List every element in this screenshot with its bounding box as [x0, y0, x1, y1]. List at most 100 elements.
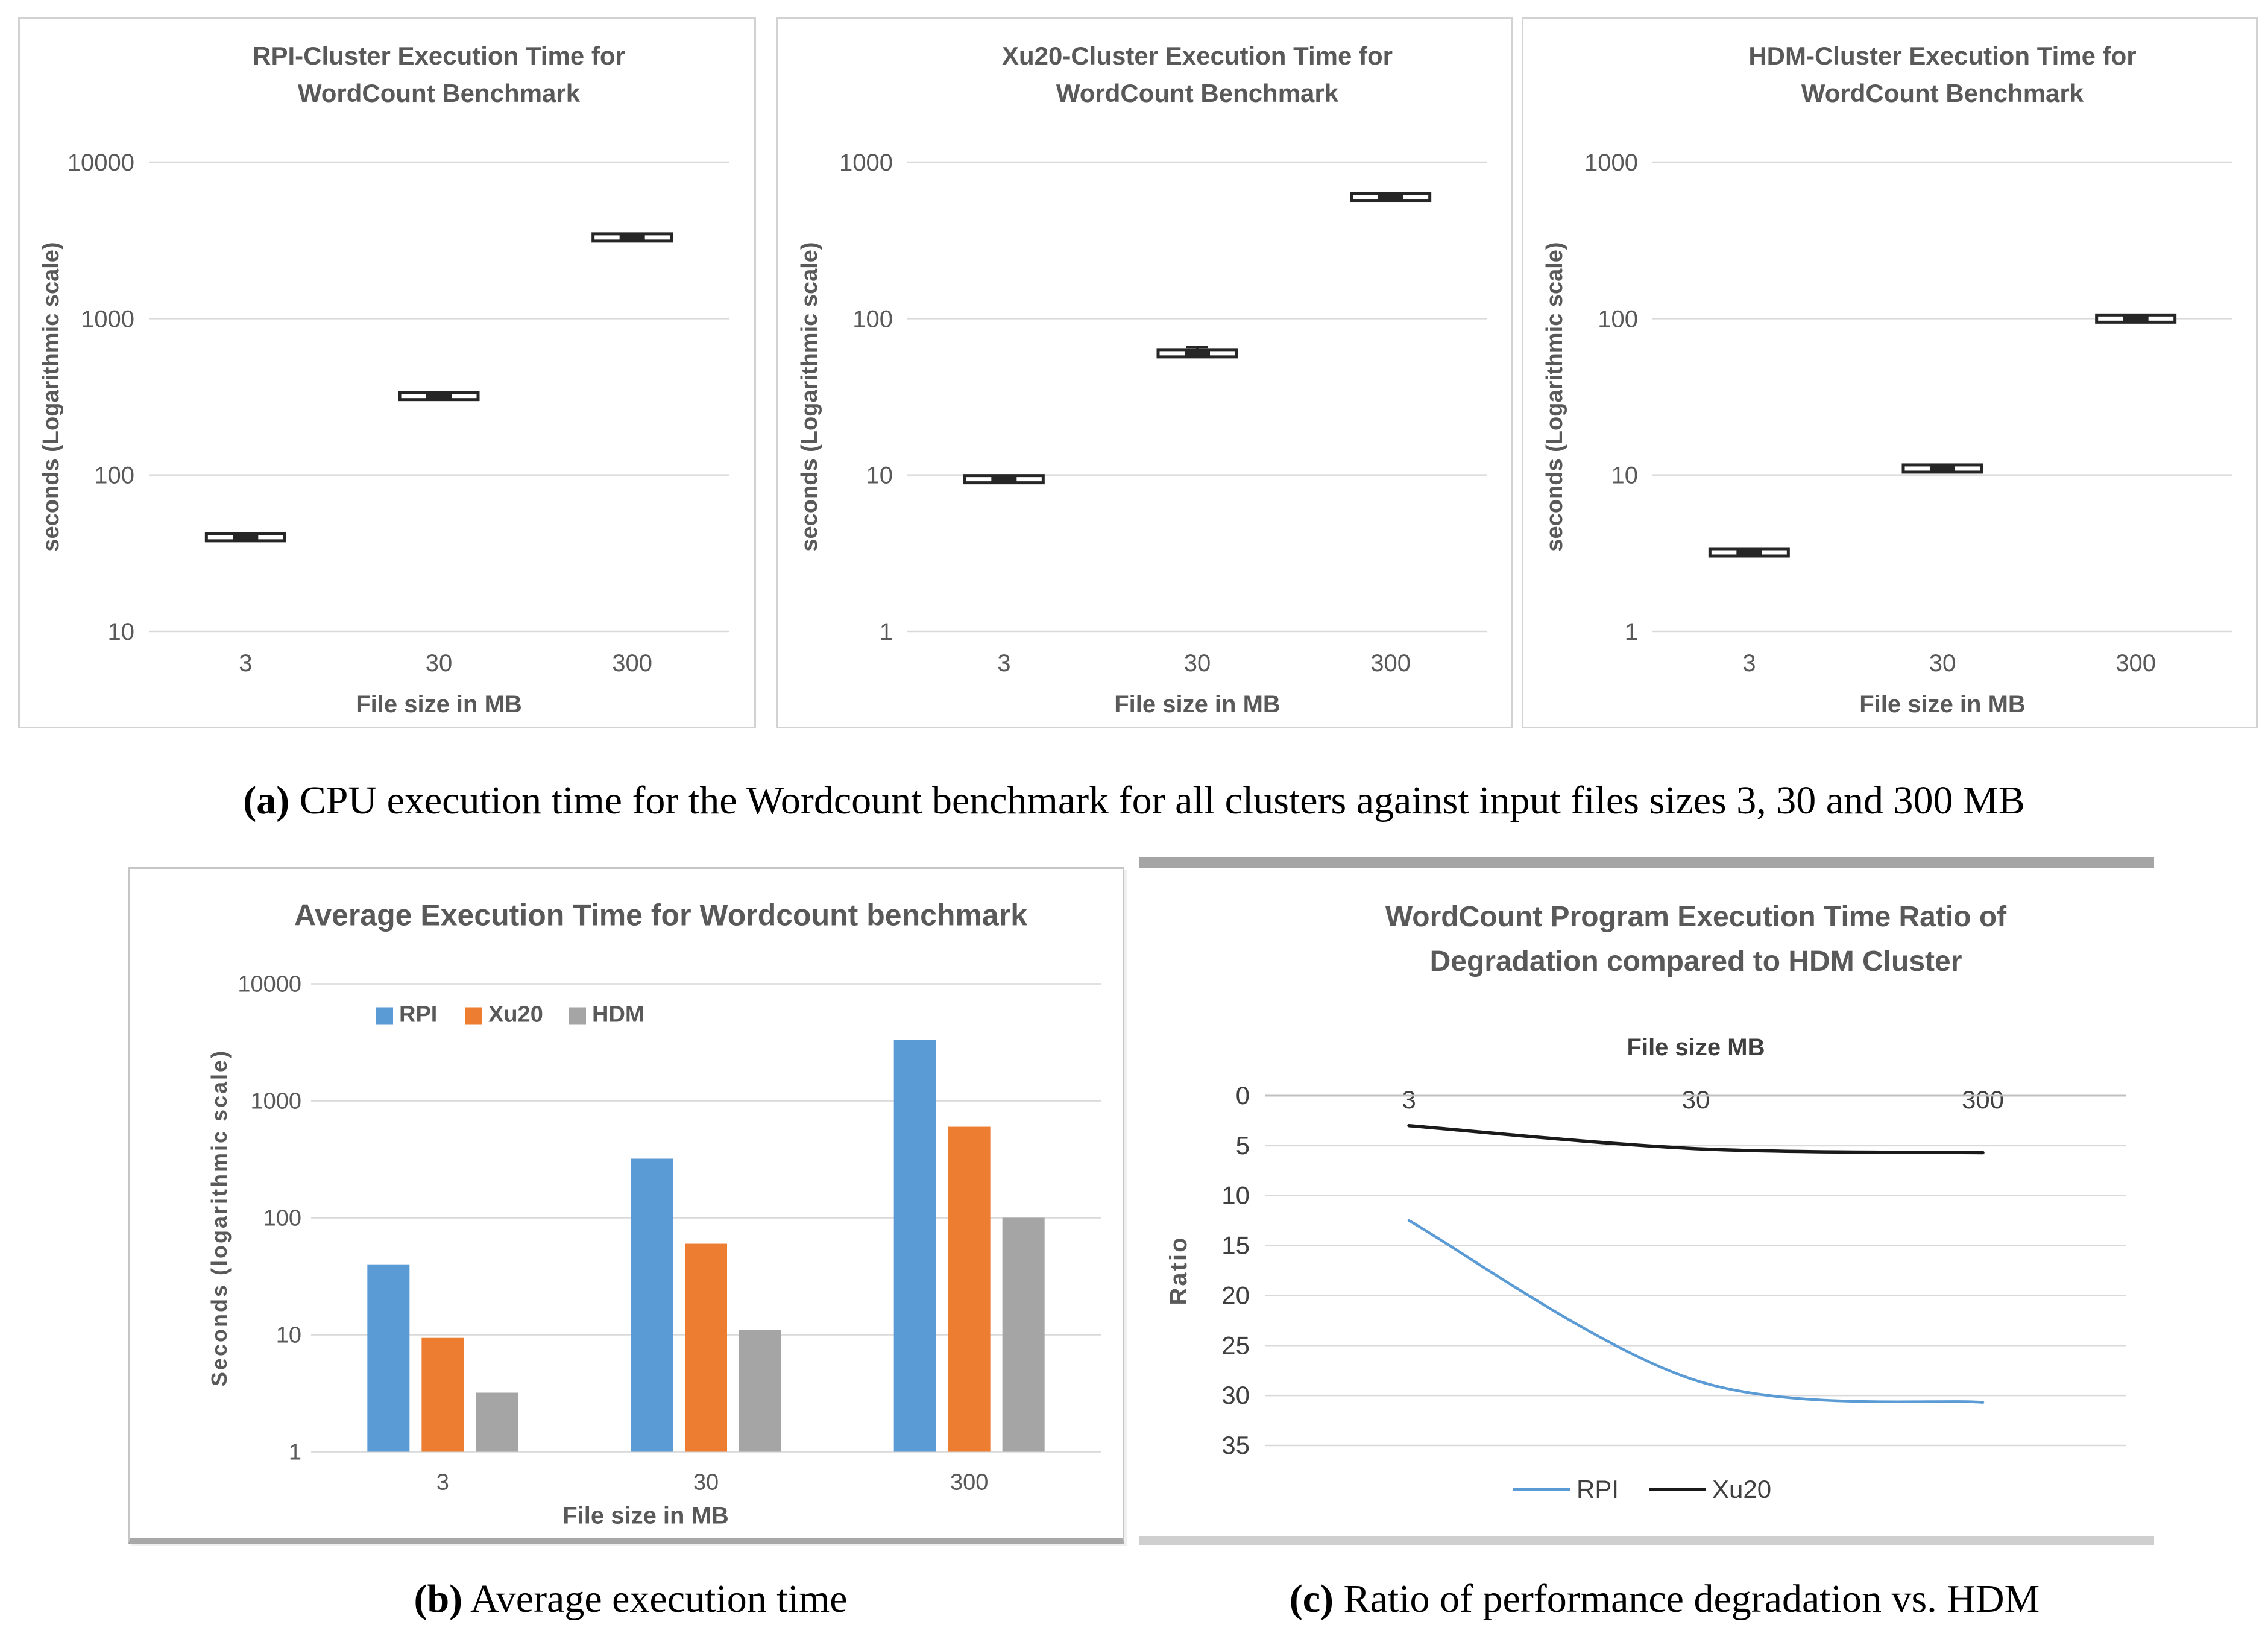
degradation-ratio-legend-label-RPI: RPI: [1577, 1475, 1619, 1503]
average-exec-time-ytick-label: 10000: [238, 972, 301, 997]
panel-hdm-cluster-chart: HDM-Cluster Execution Time for WordCount …: [1522, 17, 2258, 728]
xu20-exec-time-xtick-label: 3: [997, 650, 1010, 677]
caption-b: (b) Average execution time: [414, 1576, 847, 1622]
degradation-ratio-series-Xu20: [1407, 1123, 1985, 1155]
average-exec-time-xtick-label: 30: [693, 1470, 719, 1495]
degradation-ratio-legend-label-Xu20: Xu20: [1712, 1475, 1771, 1503]
xu20-exec-time-title-line2: WordCount Benchmark: [1056, 79, 1339, 107]
average-exec-time-legend-swatch-HDM: [569, 1007, 586, 1025]
rpi-exec-time-title-line1: RPI-Cluster Execution Time for: [253, 42, 625, 70]
caption-a: (a) CPU execution time for the Wordcount…: [0, 778, 2268, 824]
average-exec-time-legend-label-RPI: RPI: [399, 1002, 437, 1028]
average-exec-time-xtick-label: 3: [436, 1470, 449, 1495]
degradation-ratio-ytick-label: 20: [1221, 1281, 1250, 1309]
hdm-exec-time-marker-median: [2123, 315, 2149, 322]
degradation-ratio-ytick-label: 25: [1221, 1331, 1250, 1359]
xu20-exec-time-title-line1: Xu20-Cluster Execution Time for: [1002, 42, 1393, 70]
xu20-exec-time-ytick-label: 1000: [839, 150, 893, 176]
rpi-exec-time-xtick-label: 300: [612, 650, 652, 677]
xu20-exec-time-ytick-label: 100: [852, 306, 893, 332]
average-exec-time-legend-label-HDM: HDM: [592, 1002, 644, 1028]
average-exec-time-title: Average Execution Time for Wordcount ben…: [294, 898, 1027, 932]
hdm-exec-time-ytick-label: 10: [1611, 463, 1639, 489]
hdm-exec-time-title-line2: WordCount Benchmark: [1801, 79, 2084, 107]
rpi-exec-time-xlabel: File size in MB: [356, 691, 522, 718]
average-exec-time-xlabel: File size in MB: [562, 1503, 729, 1529]
rpi-exec-time-xtick-label: 3: [239, 650, 252, 677]
hdm-exec-time-xtick-label: 3: [1742, 650, 1756, 677]
caption-c-text: Ratio of performance degradation vs. HDM: [1343, 1577, 2040, 1621]
hdm-exec-time-ylabel: seconds (Logarithmic scale): [1542, 242, 1567, 551]
rpi-exec-time-title-line2: WordCount Benchmark: [298, 79, 581, 107]
degradation-ratio-xlabel-top: File size MB: [1627, 1034, 1765, 1061]
degradation-ratio-xtick-label: 3: [1402, 1085, 1416, 1114]
hdm-exec-time-ytick-label: 100: [1598, 306, 1638, 332]
average-exec-time-xtick-label: 300: [950, 1470, 988, 1495]
degradation-ratio-ytick-label: 10: [1221, 1181, 1250, 1210]
degradation-ratio-series-RPI: [1407, 1219, 1985, 1404]
rpi-exec-time-ytick-label: 1000: [81, 306, 134, 332]
xu20-exec-time-marker-median: [991, 476, 1017, 482]
average-exec-time-legend-swatch-RPI: [376, 1007, 393, 1025]
average-exec-time-legend-label-Xu20: Xu20: [488, 1002, 543, 1028]
degradation-ratio-chart: WordCount Program Execution Time Ratio o…: [1165, 901, 2126, 1503]
xu20-exec-time-marker-median: [1185, 350, 1210, 356]
average-exec-time-bar-RPI-30: [631, 1158, 673, 1452]
average-exec-time-bar-Xu20-3: [421, 1337, 464, 1452]
xu20-exec-time-ytick-label: 10: [866, 463, 893, 489]
caption-a-label: (a): [243, 778, 290, 822]
average-exec-time-ytick-label: 1: [289, 1440, 301, 1465]
degradation-ratio-ylabel: Ratio: [1165, 1236, 1192, 1305]
degradation-ratio-ytick-label: 0: [1236, 1081, 1250, 1110]
degradation-ratio-xtick-label: 300: [1962, 1085, 2004, 1114]
panel-degradation-ratio-chart: WordCount Program Execution Time Ratio o…: [1139, 857, 2154, 1545]
average-exec-time-bar-HDM-300: [1002, 1217, 1045, 1452]
xu20-exec-time-marker-median: [1378, 194, 1403, 200]
degradation-ratio-xtick-label: 30: [1682, 1085, 1710, 1114]
xu20-exec-time-ylabel: seconds (Logarithmic scale): [797, 242, 822, 551]
average-execution-chart: Average Execution Time for Wordcount ben…: [207, 898, 1101, 1529]
average-exec-time-bar-RPI-300: [893, 1040, 936, 1452]
hdm-exec-time-xtick-label: 300: [2115, 650, 2156, 677]
rpi-exec-time-ytick-label: 100: [94, 463, 134, 489]
average-exec-time-ylabel: Seconds (logarithmic scale): [207, 1049, 232, 1386]
rpi-exec-time-marker-median: [426, 393, 452, 399]
xu20-exec-time-ytick-label: 1: [880, 619, 893, 645]
caption-c-label: (c): [1289, 1577, 1334, 1621]
panel-rpi-cluster-chart: RPI-Cluster Execution Time for WordCount …: [18, 17, 756, 728]
average-exec-time-bar-Xu20-300: [948, 1126, 991, 1452]
rpi-exec-time-ytick-label: 10: [108, 619, 135, 645]
caption-c: (c) Ratio of performance degradation vs.…: [1290, 1576, 2040, 1622]
average-exec-time-bar-HDM-3: [476, 1392, 518, 1452]
rpi-exec-time-ytick-label: 10000: [68, 150, 134, 176]
degradation-ratio-ytick-label: 35: [1221, 1431, 1250, 1459]
average-exec-time-ytick-label: 10: [276, 1323, 301, 1348]
hdm-exec-time-marker-median: [1930, 465, 1955, 472]
degradation-ratio-title-line1: WordCount Program Execution Time Ratio o…: [1385, 901, 2007, 933]
hdm-exec-time-xtick-label: 30: [1929, 650, 1956, 677]
rpi-exec-time-xtick-label: 30: [426, 650, 453, 677]
average-exec-time-ytick-label: 100: [263, 1206, 301, 1231]
rpi-exec-time-ylabel: seconds (Logarithmic scale): [39, 242, 64, 551]
xu20-exec-time-xtick-label: 300: [1370, 650, 1411, 677]
hdm-exec-time-marker-median: [1736, 549, 1762, 555]
average-exec-time-bar-Xu20-30: [685, 1243, 727, 1452]
rpi-exec-time-marker-median: [233, 534, 259, 540]
average-exec-time-bar-RPI-3: [367, 1264, 410, 1452]
degradation-ratio-title-line2: Degradation compared to HDM Cluster: [1430, 946, 1962, 977]
xu20-exec-time-xtick-label: 30: [1184, 650, 1211, 677]
average-exec-time-bar-HDM-30: [739, 1330, 781, 1452]
hdm-cluster-chart: HDM-Cluster Execution Time for WordCount …: [1542, 42, 2232, 718]
degradation-ratio-ytick-label: 5: [1236, 1131, 1250, 1160]
caption-a-text: CPU execution time for the Wordcount ben…: [299, 778, 2025, 822]
hdm-exec-time-ytick-label: 1: [1625, 619, 1638, 645]
degradation-ratio-ytick-label: 15: [1221, 1231, 1250, 1260]
hdm-exec-time-xlabel: File size in MB: [1859, 691, 2026, 718]
caption-b-label: (b): [414, 1577, 463, 1621]
panel-average-execution-chart: Average Execution Time for Wordcount ben…: [128, 867, 1124, 1544]
xu20-cluster-chart: Xu20-Cluster Execution Time for WordCount…: [797, 42, 1487, 718]
rpi-exec-time-marker-median: [619, 234, 645, 241]
panel-xu20-cluster-chart: Xu20-Cluster Execution Time for WordCount…: [776, 17, 1513, 728]
caption-b-text: Average execution time: [470, 1577, 848, 1621]
